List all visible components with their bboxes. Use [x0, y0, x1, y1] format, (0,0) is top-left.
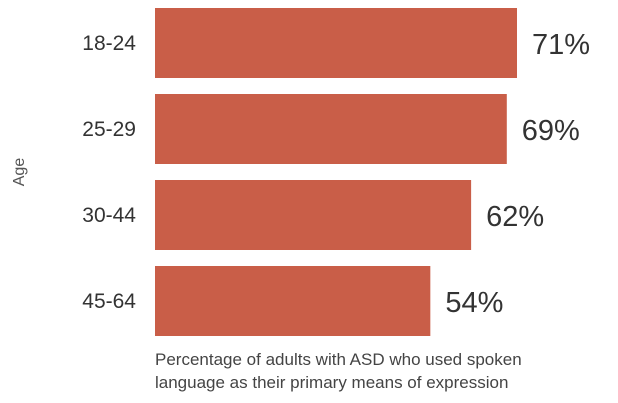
bar-series: 18-24 71% 25-29 69% 30-44 62% 45-64 54% [82, 8, 590, 336]
bar-45-64 [155, 266, 431, 336]
category-label-45-64: 45-64 [82, 290, 136, 313]
value-label-18-24: 71% [532, 29, 590, 61]
value-label-30-44: 62% [486, 201, 544, 233]
bar-30-44 [155, 180, 472, 250]
x-axis-label-line2: language as their primary means of expre… [155, 373, 508, 392]
value-label-45-64: 54% [445, 287, 503, 319]
bar-18-24 [155, 8, 517, 78]
value-label-25-29: 69% [522, 115, 580, 147]
category-label-18-24: 18-24 [82, 32, 136, 55]
category-label-25-29: 25-29 [82, 118, 136, 141]
y-axis-label: Age [11, 158, 28, 187]
category-label-30-44: 30-44 [82, 204, 136, 227]
bar-25-29 [155, 94, 507, 164]
x-axis-label-line1: Percentage of adults with ASD who used s… [155, 350, 522, 369]
